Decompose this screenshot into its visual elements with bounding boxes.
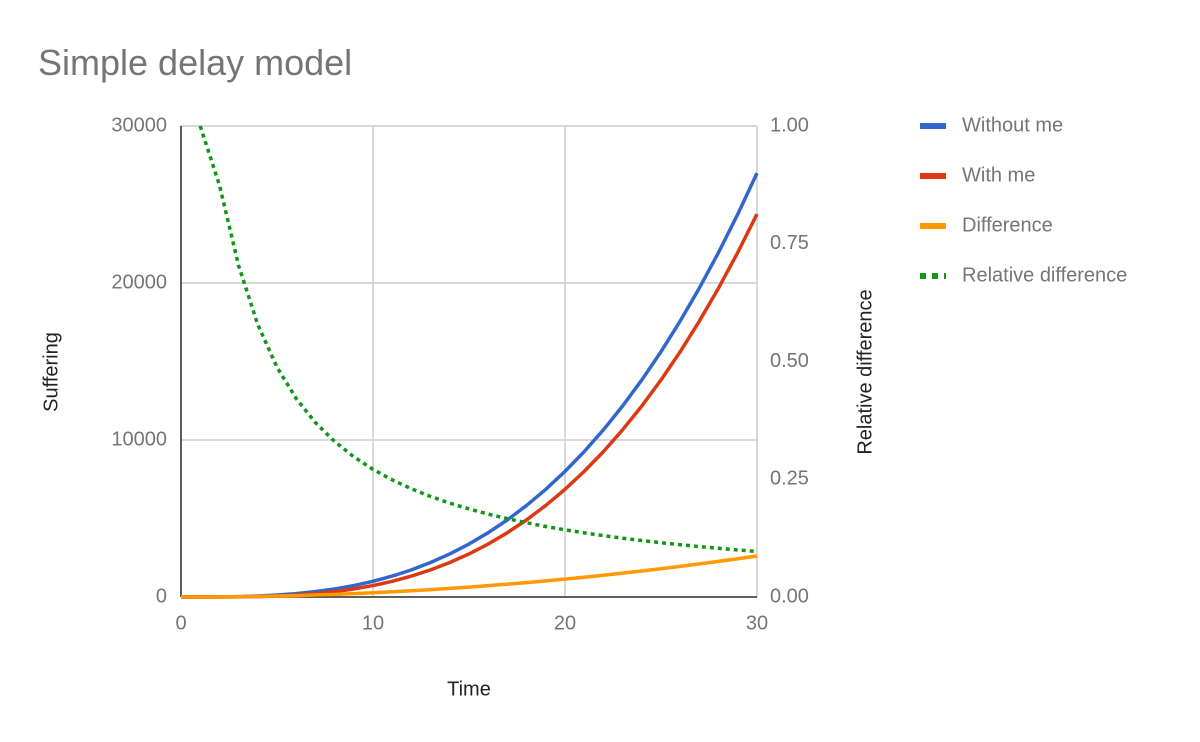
y2-tick-label: 1.00 xyxy=(770,114,809,136)
y2-tick-label: 0.75 xyxy=(770,232,809,254)
y2-tick-label: 0.00 xyxy=(770,585,809,607)
y-tick-label: 30000 xyxy=(111,114,167,136)
x-tick-label: 30 xyxy=(746,612,768,634)
y-tick-label: 20000 xyxy=(111,271,167,293)
legend-label: Relative difference xyxy=(962,264,1127,286)
x-axis-title: Time xyxy=(447,678,491,700)
series-line xyxy=(180,554,758,599)
chart-title: Simple delay model xyxy=(38,42,352,83)
legend-label: With me xyxy=(962,164,1035,186)
series-line xyxy=(181,213,759,599)
y-tick-label: 10000 xyxy=(111,428,167,450)
legend-label: Without me xyxy=(962,114,1063,136)
y2-tick-label: 0.50 xyxy=(770,350,809,372)
y2-axis-title: Relative difference xyxy=(854,289,876,454)
x-tick-label: 0 xyxy=(175,612,186,634)
y-axis-title: Suffering xyxy=(40,332,62,412)
x-tick-label: 10 xyxy=(362,612,384,634)
x-tick-label: 20 xyxy=(554,612,576,634)
series-line xyxy=(198,125,758,554)
y-tick-label: 0 xyxy=(156,585,167,607)
y2-tick-label: 0.25 xyxy=(770,468,809,490)
legend-label: Difference xyxy=(962,214,1053,236)
series-line xyxy=(180,172,759,599)
